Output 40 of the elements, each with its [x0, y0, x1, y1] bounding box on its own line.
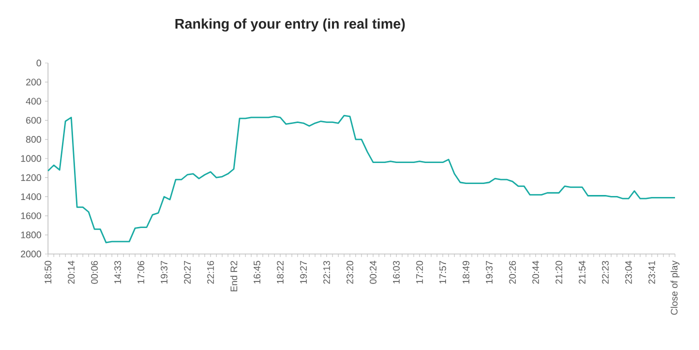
x-tick-label: 23:20: [346, 260, 354, 284]
x-tick-label: 14:33: [114, 260, 122, 284]
x-tick-label: 19:37: [160, 260, 168, 284]
y-tick-label: 400: [26, 98, 42, 105]
x-tick-label: 22:16: [207, 260, 214, 284]
x-tick-label: 00:06: [91, 260, 98, 284]
x-tick-label: 17:57: [439, 260, 446, 284]
x-tick-label: 19:37: [486, 260, 493, 284]
x-tick-label: Close of play: [670, 260, 680, 315]
x-tick-label: 16:45: [254, 260, 260, 284]
y-tick-label: 600: [26, 116, 42, 124]
y-tick-label: 1800: [21, 232, 42, 238]
y-tick-label: 1200: [21, 174, 42, 181]
x-tick-label: 19:27: [300, 260, 307, 284]
x-tick-label: 22:23: [602, 260, 609, 284]
x-tick-label: 21:20: [556, 260, 562, 284]
x-tick-label: 18:50: [44, 260, 52, 284]
x-tick-label: 17:06: [138, 260, 144, 284]
y-tick-label: 2000: [20, 250, 42, 258]
y-tick-label: 800: [26, 136, 42, 143]
y-tick-label: 1400: [21, 193, 42, 200]
x-tick-label: 16:03: [392, 260, 400, 284]
x-tick-label: 18:49: [462, 260, 470, 284]
y-tick-label: 200: [26, 78, 42, 86]
x-tick-label: 18:22: [276, 260, 284, 284]
x-tick-label: 20:14: [68, 260, 75, 284]
x-tick-label: 17:20: [416, 260, 423, 284]
x-tick-label: 23:04: [625, 260, 632, 284]
x-tick-label: End R2: [230, 261, 238, 292]
x-tick-label: 00:24: [370, 260, 376, 284]
x-tick-label: 20:27: [184, 260, 191, 284]
chart-title: Ranking of your entry (in real time): [175, 18, 405, 32]
y-tick-label: 1600: [21, 212, 42, 220]
x-tick-label: 20:26: [509, 260, 516, 284]
x-tick-label: 20:44: [532, 260, 540, 284]
y-tick-label: 0: [36, 60, 42, 66]
x-tick-label: 23:41: [648, 260, 656, 284]
x-tick-label: 22:13: [323, 260, 330, 284]
y-tick-label: 1000: [21, 155, 42, 162]
x-tick-label: 21:54: [578, 260, 586, 284]
